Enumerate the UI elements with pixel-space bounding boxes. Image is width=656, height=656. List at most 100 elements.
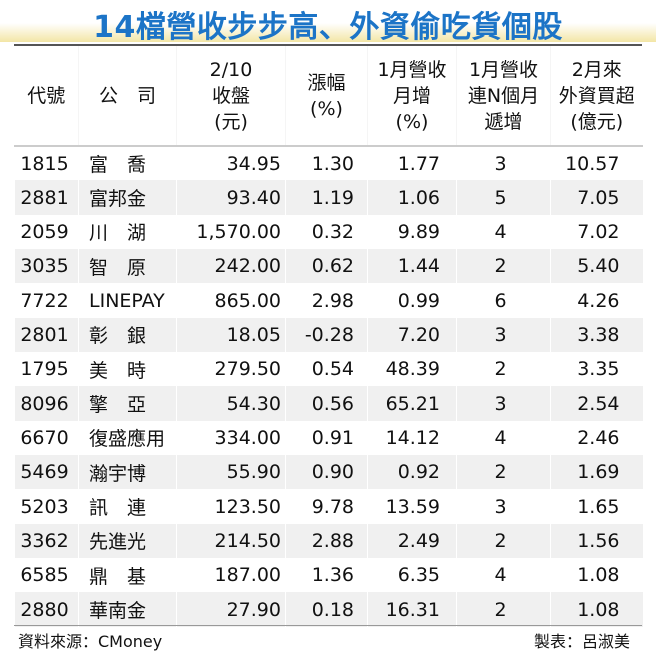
company-name-cell: 智 原 xyxy=(78,249,177,284)
column-header-line: 收盤 xyxy=(211,84,250,107)
table-row: 2801 彰 銀 18.05 -0.28 7.20 3 3.38 xyxy=(14,317,643,353)
company-name-cell: 瀚宇博 xyxy=(78,455,177,490)
foreign-buy-cell: 10.57 xyxy=(550,146,643,181)
change-pct-cell: 0.18 xyxy=(285,592,368,627)
table-row: 2880 華南金 27.90 0.18 16.31 2 1.08 xyxy=(14,592,643,627)
stock-code-cell: 2801 xyxy=(14,317,79,353)
jan-rev-mom-cell: 1.06 xyxy=(367,180,457,215)
stock-code-cell: 2059 xyxy=(14,214,79,250)
company-name-cell: 華南金 xyxy=(78,592,177,627)
column-header-line: 2月來 xyxy=(571,58,622,81)
jan-rev-streak-cell: 5 xyxy=(456,180,551,215)
column-header-line: 遞增 xyxy=(484,110,523,133)
close-price-cell: 123.50 xyxy=(176,489,286,524)
close-price-cell: 1,570.00 xyxy=(176,214,286,250)
change-pct-cell: 0.62 xyxy=(285,249,368,284)
column-header-line: (%) xyxy=(395,110,429,133)
table-row: 1815 富 喬 34.95 1.30 1.77 3 10.57 xyxy=(14,146,643,181)
company-name-cell: 彰 銀 xyxy=(78,317,177,353)
foreign-buy-cell: 1.56 xyxy=(550,523,643,559)
jan-rev-mom-cell: 1.77 xyxy=(367,146,457,181)
column-header-line: 1月營收 xyxy=(377,58,447,81)
company-name-cell: LINEPAY xyxy=(78,283,177,318)
foreign-buy-cell: 3.38 xyxy=(550,317,643,353)
column-header-code: 代號 xyxy=(14,46,79,147)
maker-note: 製表：呂淑美 xyxy=(533,632,630,651)
change-pct-cell: 0.32 xyxy=(285,214,368,250)
column-header-line: (%) xyxy=(310,97,343,120)
foreign-buy-cell: 2.46 xyxy=(550,420,643,456)
jan-rev-streak-cell: 3 xyxy=(456,386,551,421)
jan-rev-streak-cell: 2 xyxy=(456,592,551,627)
stock-code-cell: 1815 xyxy=(14,146,79,181)
foreign-buy-cell: 7.05 xyxy=(550,180,643,215)
jan-rev-mom-cell: 13.59 xyxy=(367,489,457,524)
footer: 資料來源：CMoney 製表：呂淑美 xyxy=(14,625,642,651)
jan-rev-mom-cell: 48.39 xyxy=(367,352,457,387)
table-row: 5203 訊 連 123.50 9.78 13.59 3 1.65 xyxy=(14,489,643,524)
foreign-buy-cell: 5.40 xyxy=(550,249,643,284)
column-header-foreign-buy: 2月來 外資買超 (億元) xyxy=(550,46,643,147)
source-note: 資料來源：CMoney xyxy=(18,632,163,651)
jan-rev-streak-cell: 6 xyxy=(456,283,551,318)
change-pct-cell: 1.30 xyxy=(285,146,368,181)
stock-code-cell: 3362 xyxy=(14,523,79,559)
foreign-buy-cell: 4.26 xyxy=(550,283,643,318)
foreign-buy-cell: 1.65 xyxy=(550,489,643,524)
stock-code-cell: 7722 xyxy=(14,283,79,318)
jan-rev-streak-cell: 2 xyxy=(456,249,551,284)
jan-rev-streak-cell: 4 xyxy=(456,214,551,250)
close-price-cell: 54.30 xyxy=(176,386,286,421)
close-price-cell: 187.00 xyxy=(176,558,286,593)
jan-rev-streak-cell: 2 xyxy=(456,523,551,559)
jan-rev-mom-cell: 1.44 xyxy=(367,249,457,284)
stock-code-cell: 1795 xyxy=(14,352,79,387)
close-price-cell: 27.90 xyxy=(176,592,286,627)
foreign-buy-cell: 3.35 xyxy=(550,352,643,387)
header-row: 代號公 司 2/10 收盤 (元) 漲幅 (%) 1月營收 月增 (%) 1月營收 連N個月 遞增 2月… xyxy=(14,46,643,147)
change-pct-cell: 2.88 xyxy=(285,523,368,559)
change-pct-cell: 2.98 xyxy=(285,283,368,318)
jan-rev-mom-cell: 9.89 xyxy=(367,214,457,250)
table-row: 1795 美 時 279.50 0.54 48.39 2 3.35 xyxy=(14,352,643,387)
company-name-cell: 川 湖 xyxy=(78,214,177,250)
jan-rev-streak-cell: 4 xyxy=(456,420,551,456)
table-row: 6670 復盛應用 334.00 0.91 14.12 4 2.46 xyxy=(14,420,643,456)
column-header-line: 公 司 xyxy=(98,84,156,107)
change-pct-cell: 0.54 xyxy=(285,352,368,387)
table-row: 2059 川 湖 1,570.00 0.32 9.89 4 7.02 xyxy=(14,214,643,250)
close-price-cell: 865.00 xyxy=(176,283,286,318)
jan-rev-streak-cell: 2 xyxy=(456,455,551,490)
table-row: 6585 鼎 基 187.00 1.36 6.35 4 1.08 xyxy=(14,558,643,593)
table-row: 3035 智 原 242.00 0.62 1.44 2 5.40 xyxy=(14,249,643,284)
change-pct-cell: 9.78 xyxy=(285,489,368,524)
foreign-buy-cell: 1.08 xyxy=(550,592,643,627)
change-pct-cell: 0.90 xyxy=(285,455,368,490)
company-name-cell: 擎 亞 xyxy=(78,386,177,421)
table-row: 7722 LINEPAY 865.00 2.98 0.99 6 4.26 xyxy=(14,283,643,318)
jan-rev-streak-cell: 3 xyxy=(456,317,551,353)
change-pct-cell: 1.19 xyxy=(285,180,368,215)
data-table-container: 代號公 司 2/10 收盤 (元) 漲幅 (%) 1月營收 月增 (%) 1月營收 連N個月 遞增 2月… xyxy=(14,44,643,627)
table-row: 3362 先進光 214.50 2.88 2.49 2 1.56 xyxy=(14,523,643,559)
column-header-jan-rev-streak: 1月營收連N個月遞增 xyxy=(456,46,551,147)
column-header-change-pct: 漲幅 (%) xyxy=(285,46,368,147)
close-price-cell: 214.50 xyxy=(176,523,286,559)
column-header-line: 連N個月 xyxy=(467,84,540,107)
jan-rev-mom-cell: 0.99 xyxy=(367,283,457,318)
table-row: 2881 富邦金 93.40 1.19 1.06 5 7.05 xyxy=(14,180,643,215)
stock-code-cell: 8096 xyxy=(14,386,79,421)
jan-rev-streak-cell: 4 xyxy=(456,558,551,593)
close-price-cell: 34.95 xyxy=(176,146,286,181)
jan-rev-streak-cell: 2 xyxy=(456,352,551,387)
jan-rev-mom-cell: 2.49 xyxy=(367,523,457,559)
jan-rev-mom-cell: 14.12 xyxy=(367,420,457,456)
jan-rev-mom-cell: 6.35 xyxy=(367,558,457,593)
column-header-line: (元) xyxy=(214,110,248,133)
column-header-line: 外資買超 xyxy=(558,84,635,107)
column-header-line: 1月營收 xyxy=(468,58,539,81)
foreign-buy-cell: 1.08 xyxy=(550,558,643,593)
column-header-line: 漲幅 xyxy=(307,71,346,94)
change-pct-cell: -0.28 xyxy=(285,317,368,353)
stock-table: 代號公 司 2/10 收盤 (元) 漲幅 (%) 1月營收 月增 (%) 1月營收 連N個月 遞增 2月… xyxy=(14,46,643,627)
